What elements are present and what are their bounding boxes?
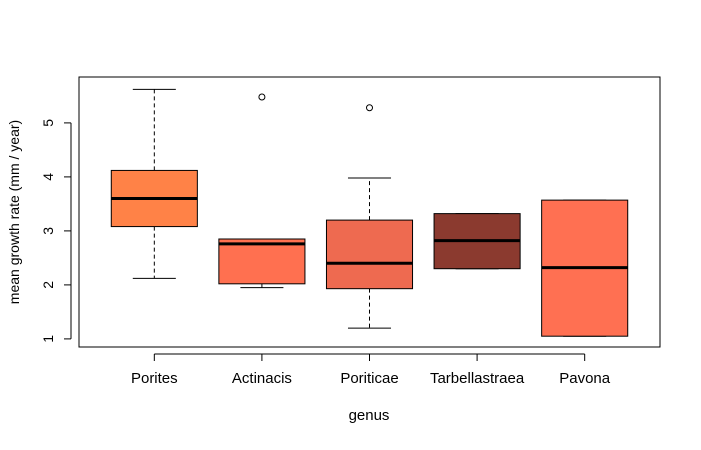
box-actinacis	[218, 93, 306, 289]
x-tick-label: Actinacis	[232, 370, 292, 387]
y-tick-label: 3	[40, 227, 56, 235]
x-tick-label: Porites	[131, 370, 178, 387]
box-body	[218, 238, 306, 285]
box-series	[110, 88, 629, 337]
box-tarbellastraea	[433, 213, 521, 270]
x-axis-label: genus	[349, 407, 390, 424]
x-tick-label: Tarbellastraea	[430, 370, 525, 387]
x-tick-label: Poriticae	[340, 370, 398, 387]
outlier-point	[366, 104, 373, 112]
x-axis: Porites Actinacis Poriticae Tarbellastraea P…	[131, 353, 611, 387]
y-tick-label: 5	[40, 119, 56, 127]
outlier-point	[258, 93, 266, 101]
y-tick-label: 1	[40, 335, 56, 343]
y-axis-label: mean growth rate (mm / year)	[6, 120, 22, 304]
box-poriticae	[325, 104, 414, 329]
box-pavona	[541, 199, 629, 337]
y-axis: 1 2 3 4 5	[40, 119, 72, 343]
box-porites	[110, 88, 198, 279]
x-tick-label: Pavona	[559, 370, 611, 387]
y-tick-label: 4	[40, 173, 56, 181]
box-body	[325, 219, 414, 290]
y-tick-label: 2	[40, 281, 56, 289]
plot-frame	[78, 76, 661, 348]
